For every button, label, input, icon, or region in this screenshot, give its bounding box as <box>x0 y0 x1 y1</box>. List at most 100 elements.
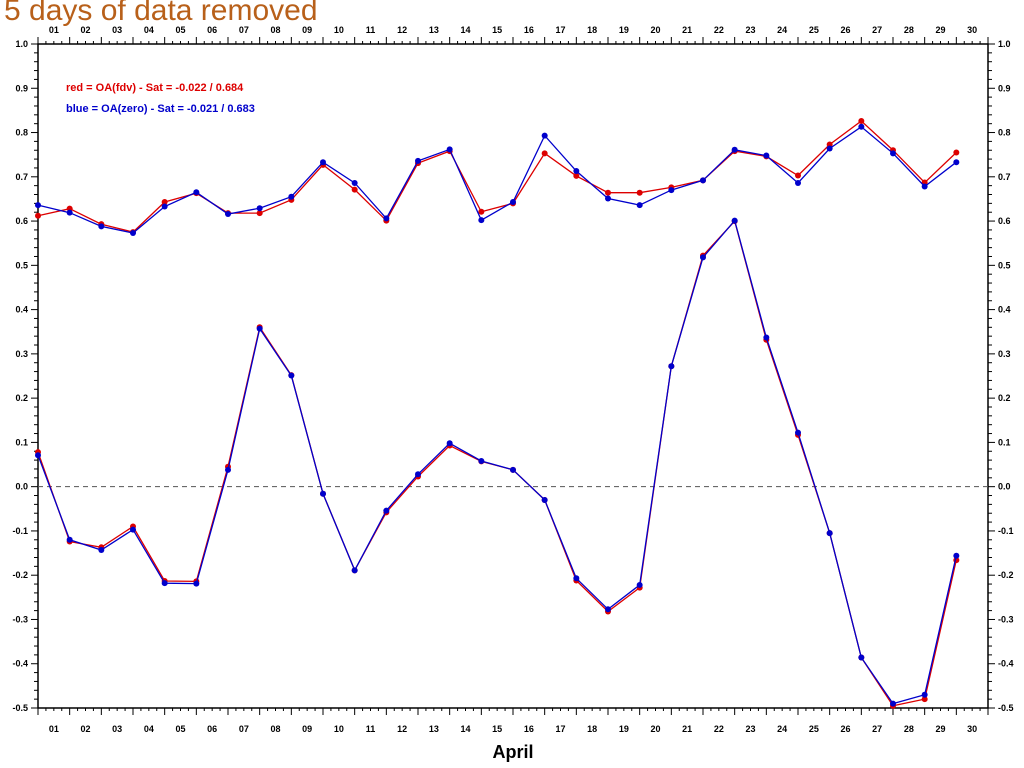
x-tick-label-top: 27 <box>872 25 882 35</box>
y-tick-label-right: 0.4 <box>998 305 1011 315</box>
y-tick-label-left: 0.4 <box>15 305 28 315</box>
data-point <box>478 217 485 224</box>
series-3 <box>35 217 960 707</box>
x-tick-label-bottom: 11 <box>366 724 376 734</box>
data-point <box>795 172 801 179</box>
x-tick-label-bottom: 21 <box>682 724 692 734</box>
x-tick-label-bottom: 15 <box>492 724 502 734</box>
data-point <box>193 580 200 587</box>
data-point <box>795 179 801 186</box>
data-point <box>66 536 73 543</box>
data-point <box>636 581 643 588</box>
data-point <box>890 150 896 157</box>
x-tick-label-top: 10 <box>334 25 344 35</box>
x-tick-label-top: 01 <box>49 25 59 35</box>
y-tick-label-right: 0.1 <box>998 437 1011 447</box>
y-tick-label-right: 0.6 <box>998 216 1011 226</box>
y-tick-label-right: 0.2 <box>998 393 1011 403</box>
x-axis-bottom: 01 02 03 04 05 06 07 08 09 10 11 12 13 14 15 16 17 18 19 20… <box>37 708 989 734</box>
data-point <box>98 546 105 553</box>
x-tick-label-bottom: 03 <box>112 724 122 734</box>
data-point <box>921 696 928 703</box>
data-point <box>193 189 200 196</box>
x-tick-label-bottom: 08 <box>270 724 280 734</box>
data-point <box>383 507 390 514</box>
data-point <box>858 654 865 661</box>
data-point <box>668 187 675 194</box>
x-tick-label-top: 05 <box>175 25 185 35</box>
y-tick-label-right: -0.2 <box>998 570 1014 580</box>
data-point <box>351 179 358 186</box>
x-tick-label-top: 07 <box>239 25 249 35</box>
y-tick-label-left: 0.9 <box>15 83 28 93</box>
data-point <box>858 118 865 125</box>
y-tick-label-right: -0.1 <box>998 526 1014 536</box>
y-tick-label-left: -0.5 <box>12 703 28 713</box>
x-tick-label-bottom: 13 <box>429 724 439 734</box>
y-tick-label-right: 0.0 <box>998 482 1011 492</box>
data-point <box>98 223 105 230</box>
data-point <box>636 189 643 196</box>
y-tick-label-right: -0.5 <box>998 703 1014 713</box>
y-tick-label-left: 0.2 <box>15 393 28 403</box>
data-point <box>731 146 738 153</box>
x-tick-label-bottom: 12 <box>397 724 407 734</box>
y-axis-right: 1.0 0.9 0.8 0.7 0.6 0.5 0.4 0.3 0.2 0.1 0.0 -0.1 -0.… <box>988 39 1014 713</box>
page-title: 5 days of data removed <box>4 0 318 27</box>
data-point <box>668 363 675 370</box>
x-tick-label-top: 14 <box>460 25 470 35</box>
data-point <box>605 606 611 613</box>
x-tick-label-top: 19 <box>619 25 629 35</box>
data-point <box>320 490 326 497</box>
y-tick-label-left: 0.0 <box>15 482 28 492</box>
series-0 <box>35 118 960 236</box>
x-tick-label-bottom: 01 <box>49 724 59 734</box>
data-point <box>700 177 706 184</box>
data-point <box>700 254 706 261</box>
data-point <box>446 146 453 153</box>
x-tick-label-top: 08 <box>270 25 280 35</box>
data-point <box>573 168 580 175</box>
data-point <box>256 325 263 332</box>
data-point <box>763 152 770 159</box>
data-point <box>510 466 516 473</box>
x-tick-label-top: 17 <box>555 25 565 35</box>
data-point <box>953 552 960 559</box>
x-tick-label-top: 11 <box>366 25 376 35</box>
x-tick-label-top: 21 <box>682 25 692 35</box>
data-point <box>921 183 928 190</box>
y-tick-label-left: 0.8 <box>15 128 28 138</box>
data-point <box>858 123 865 130</box>
x-axis-label: April <box>492 742 533 762</box>
x-tick-label-top: 28 <box>904 25 914 35</box>
data-point <box>636 202 643 209</box>
data-point <box>225 466 231 473</box>
data-point <box>288 372 295 379</box>
data-point <box>130 230 136 237</box>
x-axis-top: 01 02 03 04 05 06 07 08 09 10 11 12 13 14 15 16 17 18 19 20… <box>37 25 989 44</box>
y-tick-label-right: 0.3 <box>998 349 1011 359</box>
data-point <box>415 157 421 164</box>
data-point <box>35 202 41 209</box>
x-tick-label-bottom: 25 <box>809 724 819 734</box>
x-tick-label-bottom: 30 <box>967 724 977 734</box>
y-tick-label-right: -0.3 <box>998 614 1014 624</box>
y-tick-label-left: 0.5 <box>15 260 28 270</box>
data-point <box>731 217 738 224</box>
y-tick-label-left: -0.1 <box>12 526 28 536</box>
legend-annotation-blue: blue = OA(zero) - Sat = -0.021 / 0.683 <box>66 103 255 115</box>
data-point <box>573 575 580 582</box>
y-tick-label-left: 0.6 <box>15 216 28 226</box>
x-tick-label-bottom: 04 <box>144 724 154 734</box>
x-tick-label-bottom: 19 <box>619 724 629 734</box>
data-point <box>605 189 611 196</box>
data-point <box>415 471 421 478</box>
x-tick-label-top: 18 <box>587 25 597 35</box>
x-tick-label-top: 15 <box>492 25 502 35</box>
x-tick-label-top: 29 <box>935 25 945 35</box>
y-tick-label-right: 0.8 <box>998 128 1011 138</box>
x-tick-label-bottom: 24 <box>777 724 787 734</box>
x-tick-label-top: 02 <box>80 25 90 35</box>
x-tick-label-top: 12 <box>397 25 407 35</box>
series-line <box>37 120 957 233</box>
